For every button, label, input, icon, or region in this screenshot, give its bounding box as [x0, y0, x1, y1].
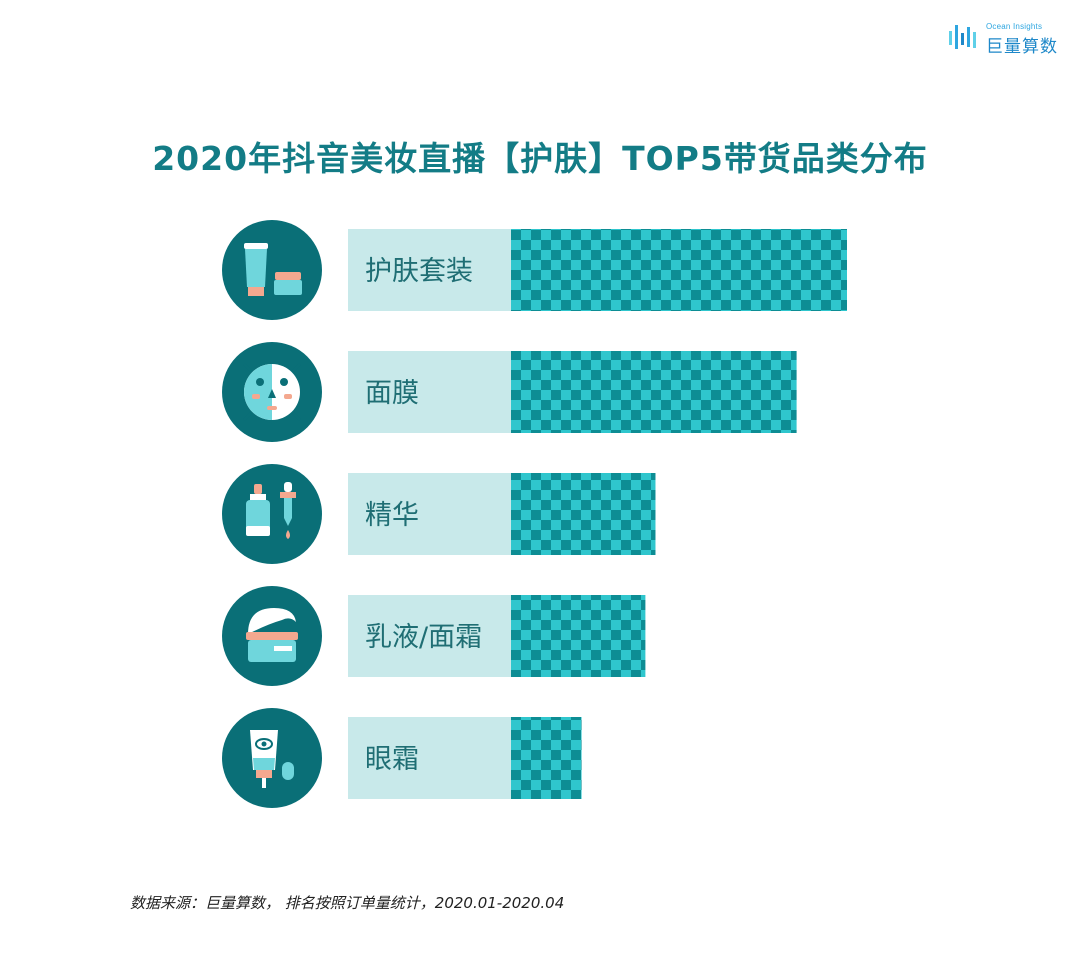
bar-row: 精华 [222, 464, 656, 564]
category-label-bg [348, 717, 511, 799]
chart-title: 2020年抖音美妆直播【护肤】TOP5带货品类分布 [152, 139, 928, 178]
cream-jar-icon [222, 586, 322, 686]
face-mask-icon [222, 342, 322, 442]
bar [511, 595, 646, 677]
category-label: 精华 [365, 500, 419, 531]
category-label-bg [348, 595, 511, 677]
bar [511, 229, 847, 311]
serum-dropper-icon [222, 464, 322, 564]
bar [511, 473, 656, 555]
brand-name-en: Ocean Insights [986, 22, 1043, 31]
category-label-bg [348, 351, 511, 433]
category-label: 眼霜 [365, 744, 419, 775]
bar-row: 护肤套装 [222, 220, 847, 320]
bar-row: 乳液/面霜 [222, 586, 646, 686]
bar-row: 眼霜 [222, 708, 582, 808]
bar [511, 717, 582, 799]
brand-logo: Ocean Insights 巨量算数 [948, 20, 1063, 57]
bar [511, 351, 797, 433]
category-label: 面膜 [365, 378, 419, 409]
category-label: 乳液/面霜 [365, 622, 482, 653]
brand-name-cn: 巨量算数 [986, 37, 1058, 57]
footnote: 数据来源：巨量算数， 排名按照订单量统计，2020.01-2020.04 [130, 894, 565, 912]
eye-cream-tube-icon [222, 708, 322, 808]
ocean-insights-logo-icon [949, 25, 976, 49]
category-label: 护肤套装 [365, 256, 473, 287]
category-label-bg [348, 229, 511, 311]
category-label-bg [348, 473, 511, 555]
skincare-set-icon [222, 220, 322, 320]
bar-row: 面膜 [222, 342, 797, 442]
